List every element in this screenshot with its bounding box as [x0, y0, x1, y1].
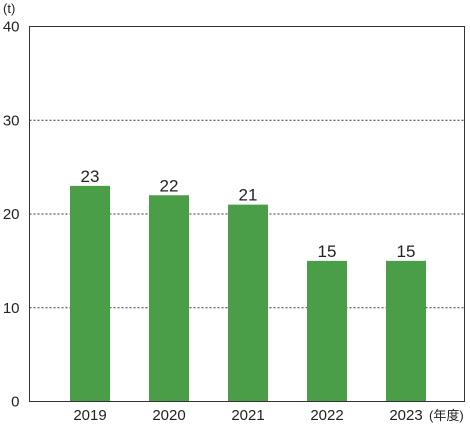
data-label-2021: 21	[239, 186, 258, 205]
bar-2020	[149, 195, 189, 402]
y-tick-label: 30	[3, 112, 20, 129]
y-tick-label: 0	[11, 394, 19, 411]
x-tick-label-2022: 2022	[310, 407, 343, 424]
bar-2022	[307, 260, 347, 402]
y-axis-unit-label: (t)	[3, 1, 15, 16]
x-tick-label-2019: 2019	[73, 407, 106, 424]
data-label-2019: 23	[81, 167, 100, 186]
data-label-2023: 15	[397, 242, 416, 261]
plot-frame	[29, 26, 465, 402]
x-tick-label-2021: 2021	[231, 407, 264, 424]
x-axis-unit-label: (年度)	[429, 408, 464, 423]
x-tick-label-2023: 2023	[389, 407, 422, 424]
y-tick-label: 10	[3, 300, 20, 317]
y-tick-label: 40	[3, 19, 20, 36]
data-labels: 23 22 21 15 15	[81, 167, 416, 261]
bars	[70, 185, 426, 402]
data-label-2020: 22	[160, 176, 179, 195]
y-tick-label: 20	[3, 206, 20, 223]
x-tick-label-2020: 2020	[152, 407, 185, 424]
bar-2019	[70, 185, 110, 402]
y-tick-labels: 0 10 20 30 40	[3, 19, 20, 411]
x-tick-labels: 2019 2020 2021 2022 2023	[73, 407, 422, 424]
data-label-2022: 15	[318, 242, 337, 261]
bar-2023	[386, 260, 426, 402]
bar-2021	[228, 204, 268, 402]
